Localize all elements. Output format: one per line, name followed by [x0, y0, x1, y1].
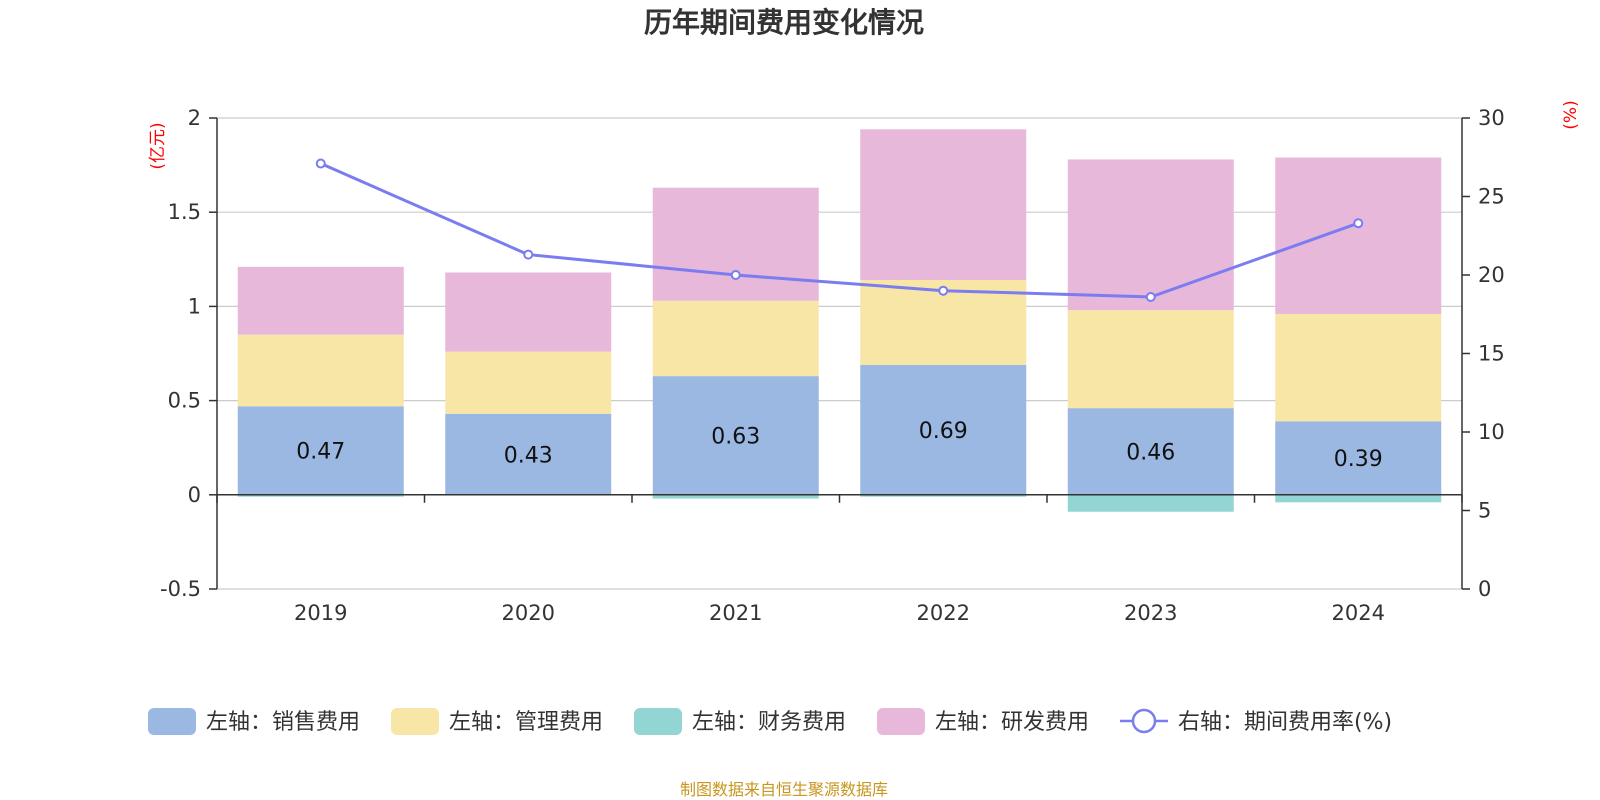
bar-segment — [1067, 408, 1234, 495]
legend-label: 左轴：财务费用 — [692, 710, 846, 735]
legend-label: 左轴：销售费用 — [206, 710, 360, 735]
data-label: 0.43 — [504, 443, 553, 468]
bar-segment — [445, 351, 612, 414]
bar-segment — [860, 494, 1027, 497]
right-tick-label: 0 — [1478, 577, 1491, 601]
bar-segment — [237, 334, 404, 407]
bar-segment — [1067, 310, 1234, 409]
data-labels: 0.47 0.43 0.63 0.69 0.46 0.39 — [296, 419, 1382, 472]
rate-line — [315, 158, 1364, 302]
bar-segment — [652, 187, 819, 301]
legend-swatch — [148, 708, 196, 735]
legend-swatch — [634, 708, 682, 735]
bar-segment — [1275, 421, 1442, 495]
gridlines — [217, 117, 1462, 590]
bar-segment — [237, 266, 404, 335]
x-tick-label: 2024 — [1332, 601, 1385, 625]
data-label: 0.69 — [919, 419, 968, 444]
legend-swatch — [391, 708, 439, 735]
rate-point — [730, 270, 741, 280]
x-tick-label: 2020 — [502, 601, 555, 625]
x-tick-label: 2019 — [294, 601, 347, 625]
right-tick-label: 20 — [1478, 263, 1505, 287]
source-note: 制图数据来自恒生聚源数据库 — [680, 780, 888, 799]
right-tick-label: 5 — [1478, 499, 1491, 523]
x-tick-label: 2022 — [917, 601, 970, 625]
left-axis-unit: (亿元) — [148, 122, 168, 169]
left-tick-label: 1 — [188, 294, 201, 318]
bar-segment — [1067, 494, 1234, 512]
bar-segment — [1067, 159, 1234, 311]
bar-segment — [1275, 494, 1442, 503]
x-tick-label: 2021 — [709, 601, 762, 625]
rate-line-path — [320, 162, 1359, 299]
legend-label: 左轴：管理费用 — [449, 710, 603, 735]
bars — [237, 129, 1442, 512]
right-tick-label: 10 — [1478, 420, 1505, 444]
right-tick-label: 25 — [1478, 185, 1505, 209]
bar-segment — [237, 494, 404, 497]
x-tick-label: 2023 — [1124, 601, 1177, 625]
rate-point — [1353, 218, 1364, 229]
rate-point — [523, 249, 534, 260]
legend-swatch — [877, 708, 925, 735]
legend-marker — [1131, 708, 1157, 734]
legend: 左轴：销售费用 左轴：管理费用 左轴：财务费用 左轴：研发费用 右轴：期间费用率(%) — [148, 708, 1392, 735]
left-tick-label: -0.5 — [160, 577, 201, 601]
data-label: 0.46 — [1126, 440, 1175, 465]
rate-point — [938, 285, 949, 296]
left-tick-label: 2 — [188, 106, 201, 130]
legend-label: 左轴：研发费用 — [935, 710, 1089, 735]
bar-segment — [1275, 157, 1442, 314]
right-tick-label: 30 — [1478, 106, 1505, 130]
rate-point — [1145, 291, 1156, 302]
bar-segment — [652, 376, 819, 495]
bar-segment — [1275, 313, 1442, 422]
rate-point — [315, 158, 326, 169]
left-tick-label: 1.5 — [168, 200, 201, 224]
data-label: 0.47 — [296, 440, 345, 465]
bar-segment — [652, 300, 819, 377]
left-tick-label: 0.5 — [168, 389, 201, 413]
bar-segment — [860, 129, 1027, 281]
right-tick-label: 15 — [1478, 342, 1505, 366]
chart-title: 历年期间费用变化情况 — [644, 6, 924, 39]
data-label: 0.39 — [1334, 447, 1383, 472]
bar-segment — [445, 272, 612, 352]
data-label: 0.63 — [711, 424, 760, 449]
bar-segment — [860, 364, 1027, 495]
right-axis-unit: (%) — [1561, 100, 1581, 129]
legend-label: 右轴：期间费用率(%) — [1178, 710, 1392, 735]
left-tick-label: 0 — [188, 483, 201, 507]
bar-segment — [237, 406, 404, 495]
bar-segment — [652, 494, 819, 499]
bar-segment — [445, 413, 612, 495]
